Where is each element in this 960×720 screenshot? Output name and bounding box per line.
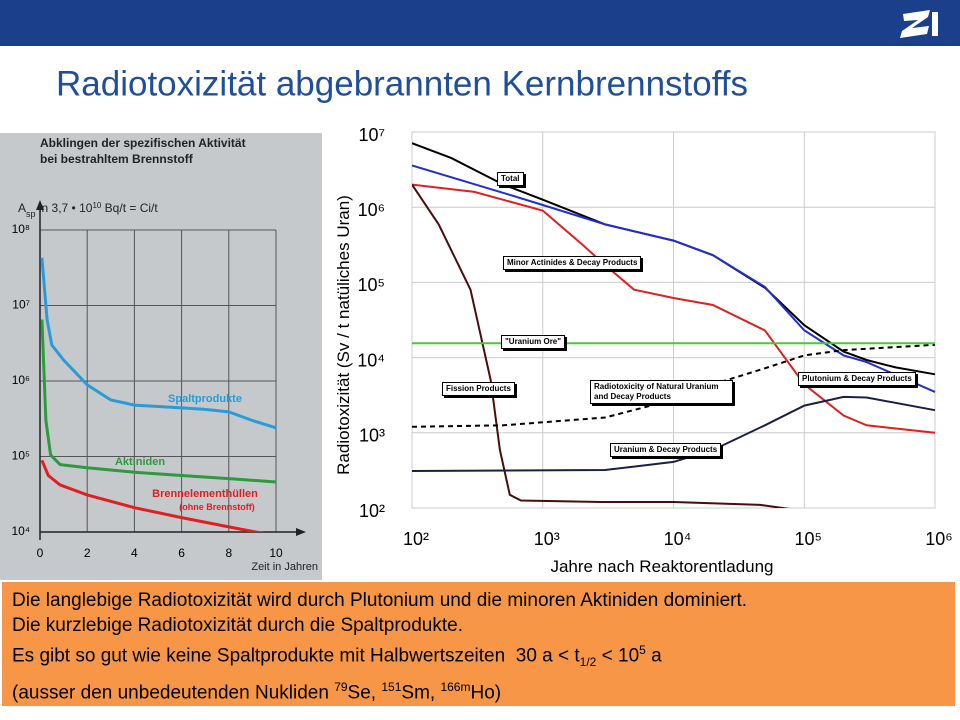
series-line [412, 184, 791, 508]
y-tick-label: 10⁴ [11, 524, 30, 538]
series-line [412, 183, 936, 434]
series-line [40, 319, 277, 484]
series-label: Fission Products [442, 382, 515, 396]
text-part: Es gibt so gut wie keine Spaltprodukte m… [12, 645, 580, 667]
x-tick-label: 10³ [534, 529, 560, 549]
text-part: 1/2 [579, 655, 597, 670]
left-panel [0, 133, 322, 580]
series-label: Minor Actinides & Decay Products [503, 256, 642, 270]
text-box: Die langlebige Radiotoxizität wird durch… [2, 582, 955, 706]
text-line: Die kurzlebige Radiotoxizität durch die … [12, 613, 945, 638]
text-part: 79 [334, 680, 348, 695]
x-tick-label: 10 [269, 546, 283, 560]
y-axis-arrow [36, 200, 44, 210]
series-label: "Uranium Ore" [501, 335, 566, 349]
text-part: (ausser den unbedeutenden Nukliden [12, 682, 335, 704]
chart-title: Abklingen der spezifischen Aktivität [40, 136, 246, 150]
y-axis-label: Radiotoxizität (Sv / t natüliches Uran) [334, 195, 353, 475]
y-axis-label-part: Bq/t = Ci/t [101, 201, 158, 215]
y-tick-label: 10⁵ [358, 275, 385, 295]
series-note: (ohne Brennstoff) [179, 502, 255, 512]
y-tick-label: 10⁵ [12, 449, 30, 463]
y-axis-label-part: 10 [92, 201, 101, 210]
y-tick-label: 10⁸ [12, 222, 30, 236]
y-tick-label: 10⁷ [358, 125, 385, 145]
text-part: a [645, 645, 662, 667]
series-label: Brennelementhüllen [152, 488, 258, 500]
series-line [40, 459, 264, 532]
y-axis-label-part: A [18, 201, 26, 215]
series-line [412, 164, 936, 393]
text-part: < 10 [596, 645, 640, 667]
text-line: Es gibt so gut wie keine Spaltprodukte m… [12, 638, 945, 675]
y-tick-label: 10⁴ [357, 350, 385, 370]
x-tick-label: 2 [84, 546, 91, 560]
x-tick-label: 8 [225, 546, 232, 560]
text-part: Die langlebige Radiotoxizität wird durch… [12, 590, 748, 611]
y-axis-label-part: sp [26, 209, 36, 219]
series-label: Radiotoxicity of Natural Uranium and Dec… [590, 380, 733, 404]
series-label: Uranium & Decay Products [610, 443, 722, 457]
x-tick-label: 6 [178, 546, 185, 560]
x-tick-label: 4 [131, 546, 138, 560]
y-tick-label: 10³ [359, 426, 385, 446]
series-line [40, 257, 277, 430]
text-part: Se, [347, 682, 382, 704]
text-part: 5 [639, 643, 646, 657]
y-tick-label: 10² [359, 501, 385, 521]
y-tick-label: 10⁷ [12, 298, 30, 312]
x-tick-label: 10⁴ [664, 529, 692, 549]
series-label: Total [497, 172, 524, 186]
logo [900, 10, 938, 38]
series-line [412, 395, 936, 472]
series-label: Plutonium & Decay Products [798, 372, 916, 386]
x-tick-label: 10⁵ [795, 529, 822, 549]
text-part: Ho) [470, 682, 502, 704]
text-line: (ausser den unbedeutenden Nukliden 79Se,… [12, 675, 945, 705]
slide-title: Radiotoxizität abgebrannten Kernbrennsto… [56, 64, 748, 103]
text-line: Die langlebige Radiotoxizität wird durch… [12, 588, 945, 613]
y-tick-label: 10⁶ [358, 200, 385, 220]
x-tick-label: 10⁶ [925, 529, 952, 549]
header-bar [0, 0, 960, 46]
chart-title: bei bestrahltem Brennstoff [40, 152, 194, 166]
y-tick-label: 10⁶ [12, 373, 30, 387]
series-label: Aktiniden [115, 456, 165, 468]
x-axis-label: Jahre nach Reaktorentladung [550, 557, 773, 576]
x-axis-label: Zeit in Jahren [251, 561, 318, 573]
x-tick-label: 0 [37, 546, 44, 560]
series-label: Spaltprodukte [168, 393, 242, 405]
y-axis-label-part: in 3,7 • 10 [36, 201, 93, 215]
x-axis-arrow [296, 528, 306, 536]
text-part: Sm, [401, 682, 441, 704]
text-part: 166m [440, 680, 471, 695]
x-tick-label: 10² [403, 529, 429, 549]
text-part: 151 [381, 680, 402, 695]
text-part: Die kurzlebige Radiotoxizität durch die … [12, 615, 463, 636]
y-axis-label: Asp in 3,7 • 1010 Bq/t = Ci/t [18, 201, 158, 220]
